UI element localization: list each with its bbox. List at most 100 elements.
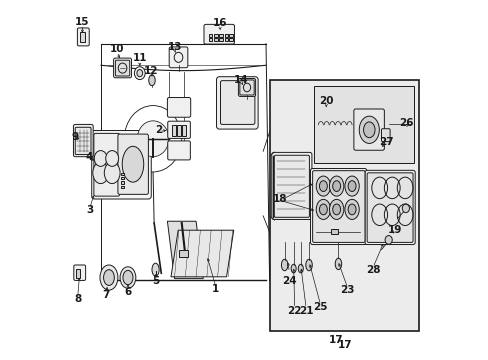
Text: 19: 19 — [387, 225, 402, 235]
Ellipse shape — [319, 181, 326, 192]
FancyBboxPatch shape — [92, 131, 151, 199]
Ellipse shape — [332, 204, 340, 215]
FancyBboxPatch shape — [364, 170, 414, 244]
Ellipse shape — [122, 270, 133, 285]
Ellipse shape — [93, 162, 108, 184]
Text: 22: 22 — [287, 306, 301, 316]
Bar — [177, 125, 180, 135]
Bar — [229, 38, 233, 41]
FancyBboxPatch shape — [381, 129, 389, 141]
Text: 5: 5 — [152, 276, 159, 286]
Ellipse shape — [305, 259, 312, 271]
Text: 3: 3 — [86, 206, 93, 216]
FancyBboxPatch shape — [77, 28, 89, 46]
Ellipse shape — [332, 181, 340, 192]
Text: 20: 20 — [318, 96, 333, 106]
Text: 21: 21 — [298, 306, 313, 316]
FancyBboxPatch shape — [74, 265, 85, 280]
Text: 15: 15 — [75, 17, 89, 27]
Ellipse shape — [347, 204, 355, 215]
Text: 17: 17 — [328, 334, 343, 345]
Text: 9: 9 — [72, 132, 79, 142]
FancyBboxPatch shape — [216, 77, 258, 129]
Ellipse shape — [359, 116, 379, 143]
Text: 13: 13 — [167, 42, 182, 52]
Text: 28: 28 — [365, 265, 379, 275]
Ellipse shape — [384, 235, 391, 244]
Polygon shape — [171, 230, 233, 277]
Bar — [208, 38, 212, 41]
FancyBboxPatch shape — [271, 152, 311, 220]
FancyBboxPatch shape — [238, 78, 255, 96]
Bar — [179, 250, 188, 257]
Ellipse shape — [100, 265, 118, 290]
Bar — [214, 38, 217, 41]
Ellipse shape — [329, 176, 343, 196]
Text: 25: 25 — [313, 302, 327, 312]
Text: 18: 18 — [273, 194, 287, 204]
Ellipse shape — [148, 75, 155, 86]
FancyBboxPatch shape — [366, 173, 412, 242]
Ellipse shape — [281, 259, 287, 271]
Bar — [224, 34, 228, 37]
FancyBboxPatch shape — [94, 134, 120, 196]
Text: 1: 1 — [212, 284, 219, 294]
Bar — [214, 34, 217, 37]
FancyBboxPatch shape — [220, 81, 254, 125]
Ellipse shape — [319, 204, 326, 215]
FancyBboxPatch shape — [239, 80, 254, 95]
Ellipse shape — [152, 263, 159, 276]
FancyBboxPatch shape — [167, 98, 190, 117]
FancyBboxPatch shape — [167, 141, 190, 160]
Bar — [224, 38, 228, 41]
Ellipse shape — [335, 258, 341, 270]
Bar — [76, 269, 80, 278]
Bar — [219, 34, 223, 37]
Text: 24: 24 — [282, 276, 296, 286]
Bar — [219, 38, 223, 41]
Text: 6: 6 — [124, 287, 131, 297]
Ellipse shape — [298, 264, 303, 273]
FancyBboxPatch shape — [75, 127, 91, 154]
Ellipse shape — [134, 67, 145, 80]
FancyBboxPatch shape — [115, 60, 129, 76]
FancyBboxPatch shape — [353, 109, 384, 150]
Text: 8: 8 — [74, 294, 81, 304]
Ellipse shape — [120, 267, 136, 288]
FancyBboxPatch shape — [73, 125, 93, 157]
FancyBboxPatch shape — [118, 134, 148, 194]
Polygon shape — [167, 221, 203, 279]
Text: 14: 14 — [233, 75, 248, 85]
FancyBboxPatch shape — [169, 47, 187, 68]
Ellipse shape — [94, 150, 107, 166]
Text: 17: 17 — [337, 340, 351, 350]
Ellipse shape — [344, 199, 359, 220]
Ellipse shape — [329, 199, 343, 220]
FancyBboxPatch shape — [113, 58, 131, 78]
Text: 7: 7 — [102, 291, 110, 301]
Bar — [121, 173, 124, 175]
Ellipse shape — [316, 176, 330, 196]
Ellipse shape — [105, 150, 119, 166]
Ellipse shape — [290, 264, 296, 273]
Ellipse shape — [137, 121, 168, 157]
Ellipse shape — [402, 204, 408, 213]
Bar — [172, 125, 175, 135]
Text: 11: 11 — [132, 53, 147, 63]
Text: 10: 10 — [110, 44, 124, 54]
Ellipse shape — [347, 181, 355, 192]
Text: 16: 16 — [212, 18, 227, 28]
Bar — [270, 80, 418, 331]
Ellipse shape — [316, 199, 330, 220]
Ellipse shape — [124, 105, 182, 172]
Text: 26: 26 — [399, 118, 413, 128]
Bar — [229, 34, 233, 37]
Ellipse shape — [363, 122, 374, 138]
Bar — [121, 186, 124, 188]
Text: 27: 27 — [378, 138, 393, 147]
FancyBboxPatch shape — [274, 155, 309, 217]
Text: 12: 12 — [144, 66, 158, 76]
FancyBboxPatch shape — [312, 171, 364, 242]
FancyBboxPatch shape — [167, 121, 190, 138]
Bar — [121, 177, 124, 179]
